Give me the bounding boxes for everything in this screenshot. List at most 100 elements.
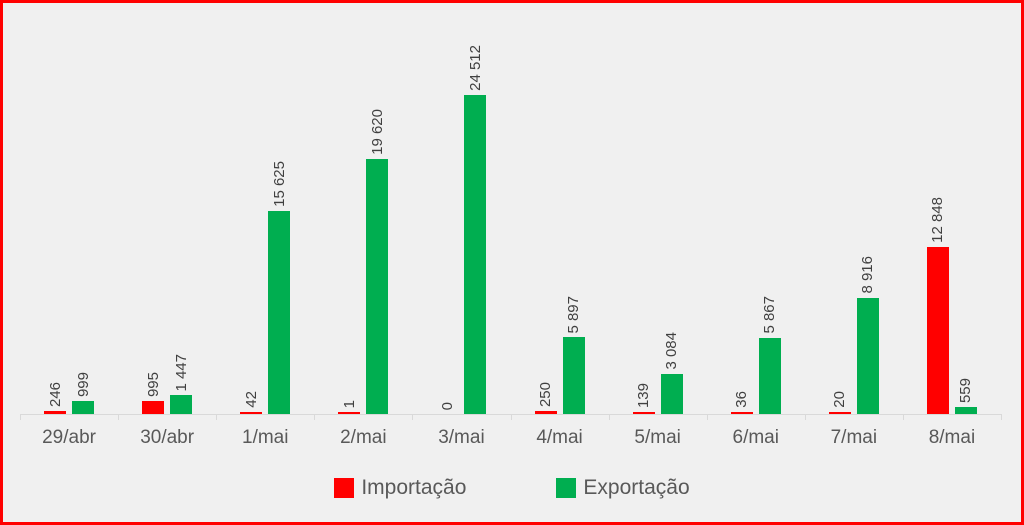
bar-column: 15 625 [268,160,291,414]
bar-value-label: 42 [242,391,260,408]
category-group-30abr: 995 1 447 [118,354,216,414]
category-group-29abr: 246 999 [20,372,118,414]
bar-column: 1 447 [170,353,193,414]
bar-importacao-29abr [44,410,67,414]
bar-column: 250 [534,381,557,414]
x-axis-tick [20,414,21,420]
bar-column: 995 [142,372,165,414]
bar-column: 12 848 [926,196,949,414]
bar-column: 8 916 [856,256,879,414]
bar-column: 42 [240,391,263,414]
bar-column: 1 [338,399,361,414]
x-axis-tick [510,414,512,420]
bar-exportacao-29abr [72,401,95,414]
bar-column: 3 084 [660,332,683,414]
bar-column: 999 [72,371,95,414]
bar-exportacao-4mai [562,337,585,414]
bar-column: 139 [632,382,655,414]
legend-label: Exportação [583,476,690,499]
bar-value-label: 559 [957,377,975,403]
bar-importacao-30abr [142,401,165,414]
x-axis-tick [706,414,708,420]
legend-item-importacao: Importação [334,477,466,498]
x-axis-label-29abr: 29/abr [42,427,96,448]
category-group-8mai: 12 848 559 [903,197,1001,414]
bar-column: 5 867 [758,296,781,414]
category-group-3mai: 0 24 512 [412,45,510,414]
x-axis-tick [608,414,610,420]
legend-item-exportacao: Exportação [556,476,690,499]
category-group-6mai: 36 5 867 [707,296,805,414]
bar-column: 36 [730,391,753,414]
x-axis-tick [412,414,414,420]
category-group-4mai: 250 5 897 [511,296,609,414]
bar-value-label: 250 [537,381,555,407]
bar-column: 0 [436,402,458,414]
bar-value-label: 1 447 [172,353,190,392]
bar-value-label: 5 897 [565,295,583,334]
x-axis-label-30abr: 30/abr [140,427,195,448]
bar-column: 559 [954,377,977,414]
bar-exportacao-6mai [758,337,781,414]
bar-value-label: 15 625 [270,160,288,207]
bar-value-label: 5 867 [761,296,779,334]
bar-column: 5 897 [562,295,585,414]
bar-exportacao-2mai [366,158,389,414]
bar-value-label: 139 [635,382,653,408]
bar-exportacao-3mai [464,95,487,414]
category-group-5mai: 139 3 084 [609,332,707,414]
bar-importacao-6mai [730,412,753,414]
x-axis-label-2mai: 2/mai [340,427,387,448]
bar-value-label: 246 [46,381,64,407]
legend-swatch-importacao [334,477,355,498]
bar-value-label: 36 [733,391,751,408]
bar-exportacao-5mai [660,373,683,414]
x-axis-label-5mai: 5/mai [634,427,681,448]
x-axis-label-6mai: 6/mai [732,427,779,448]
bar-importacao-5mai [632,412,655,414]
bar-column: 246 [44,381,67,414]
bar-exportacao-8mai [954,406,977,414]
bar-column: 19 620 [366,108,389,414]
x-axis-label-3mai: 3/mai [438,427,485,448]
x-axis-label-4mai: 4/mai [536,427,583,448]
legend-swatch-exportacao [556,477,577,498]
x-axis-tick [314,414,316,420]
bar-importacao-2mai [338,412,361,414]
bar-column: 24 512 [464,45,487,414]
x-axis-label-7mai: 7/mai [830,427,878,448]
x-axis-tick [1001,414,1002,420]
bar-importacao-4mai [534,410,557,414]
bar-value-label: 995 [144,372,162,398]
x-axis-tick [118,414,120,420]
category-group-2mai: 1 19 620 [314,109,412,414]
x-axis-tick [804,414,806,420]
x-axis-tick [902,414,904,420]
x-axis-label-1mai: 1/mai [242,427,289,448]
bar-importacao-1mai [240,412,263,414]
category-group-7mai: 20 8 916 [805,256,903,414]
bar-exportacao-7mai [856,297,879,414]
bar-value-label: 999 [74,371,92,397]
bar-exportacao-1mai [268,210,291,414]
x-axis-line [20,414,1001,415]
bar-importacao-8mai [926,246,949,414]
x-axis-tick [216,414,218,420]
legend: Importação Exportação [0,477,1024,498]
bar-value-label: 8 916 [859,256,877,294]
bar-value-label: 3 084 [663,332,681,370]
bar-value-label: 1 [340,399,358,408]
bar-exportacao-30abr [170,395,193,414]
bar-value-label: 0 [438,401,456,410]
x-axis-label-8mai: 8/mai [928,427,976,448]
bar-column: 20 [828,391,851,414]
bar-value-label: 12 848 [929,196,947,243]
bar-value-label: 19 620 [368,108,386,155]
category-group-1mai: 42 15 625 [216,161,314,414]
bar-value-label: 20 [831,391,849,408]
bar-value-label: 24 512 [466,45,484,91]
legend-label: Importação [361,476,467,499]
bar-importacao-7mai [828,412,851,414]
